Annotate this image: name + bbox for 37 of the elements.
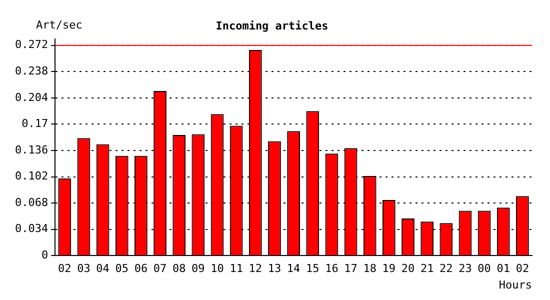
x-tick-label: 04: [96, 262, 110, 276]
x-tick-label: 18: [363, 262, 376, 276]
y-tick-label: 0: [41, 248, 48, 262]
x-tick-label: 16: [325, 262, 338, 276]
x-tick-label: 08: [172, 262, 186, 276]
y-tick-label: 0.238: [14, 64, 48, 78]
x-tick-label: 01: [496, 262, 510, 276]
x-tick-label: 13: [268, 262, 282, 276]
y-tick-label: 0.17: [22, 117, 48, 130]
y-tick-label: 0.136: [14, 143, 48, 156]
x-tick-label: 15: [306, 262, 320, 276]
y-tick-label: 0.068: [14, 196, 48, 209]
y-tick-label: 0.034: [14, 222, 48, 236]
x-tick-label: 09: [192, 262, 205, 276]
x-tick-label: 05: [115, 262, 128, 276]
x-tick-label: 07: [153, 262, 167, 276]
x-tick-label: 11: [230, 262, 243, 276]
x-tick-label: 06: [134, 262, 148, 276]
x-tick-label: 10: [210, 262, 224, 276]
y-axis-title: Art/sec: [36, 18, 82, 32]
x-tick-label: 17: [344, 262, 358, 276]
x-tick-label: 03: [77, 262, 90, 276]
x-tick-label: 19: [382, 262, 396, 276]
y-tick-label: 0.102: [14, 170, 48, 183]
x-tick-label: 00: [478, 262, 491, 276]
x-tick-label: 02: [516, 262, 530, 276]
x-axis-title: Hours: [498, 278, 532, 292]
x-tick-label: 02: [58, 262, 72, 276]
x-tick-label: 20: [401, 262, 415, 276]
x-tick-label: 22: [440, 262, 453, 276]
x-tick-label: 21: [420, 262, 434, 276]
x-tick-label: 14: [286, 262, 301, 276]
chart-title: Incoming articles: [216, 19, 328, 32]
x-tick-label: 12: [248, 262, 262, 276]
x-tick-label: 23: [458, 262, 472, 276]
y-tick-label: 0.272: [14, 38, 48, 52]
y-tick-label: 0.204: [14, 90, 48, 104]
